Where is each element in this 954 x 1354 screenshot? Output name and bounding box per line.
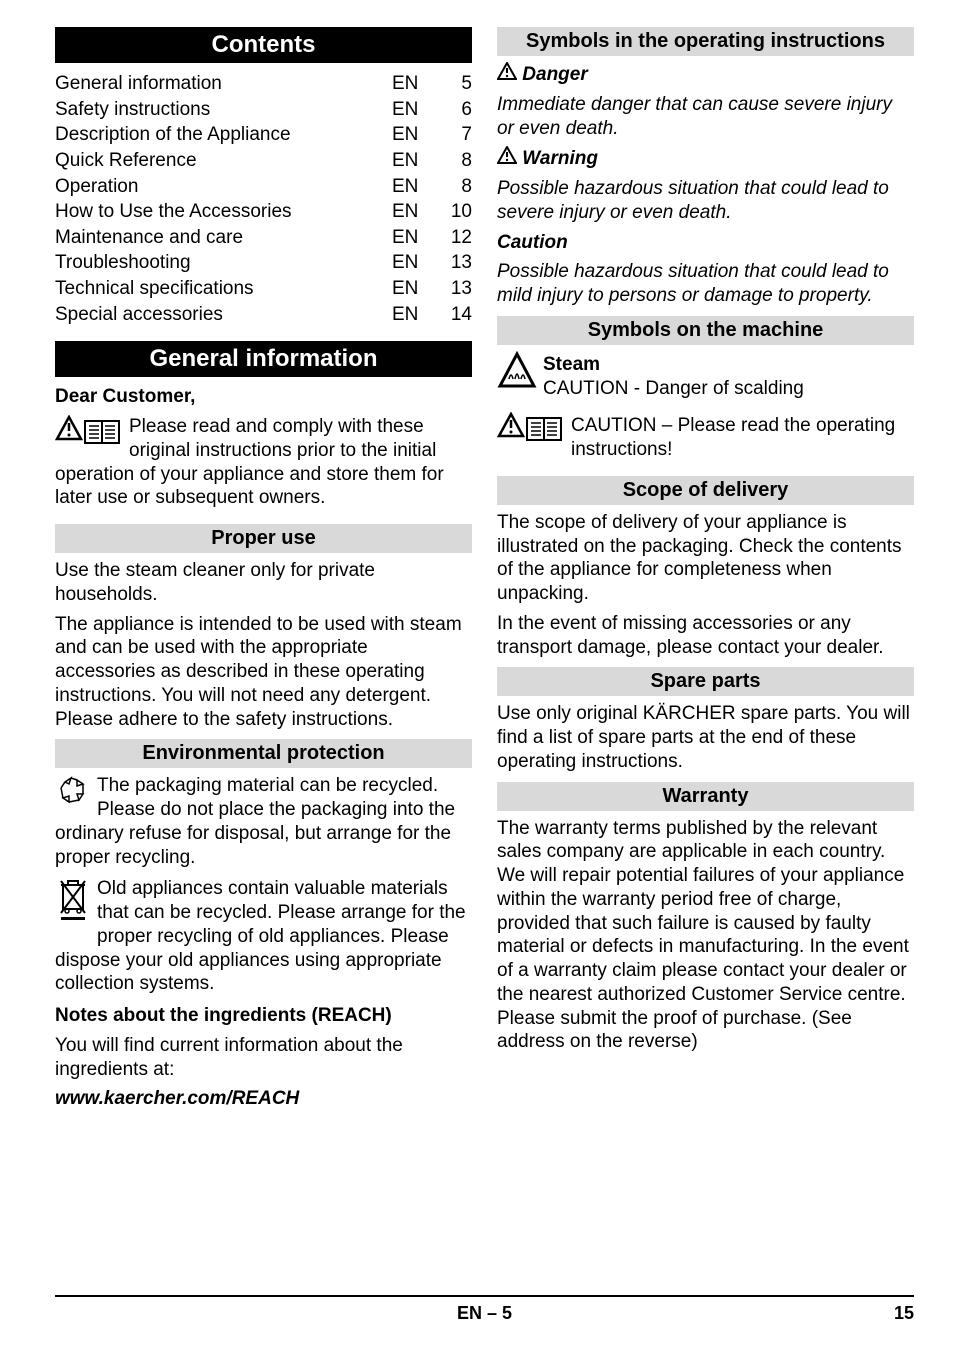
- toc-title: Description of the Appliance: [55, 122, 392, 148]
- warning-label: Warning: [522, 148, 598, 169]
- warning-triangle-icon: [497, 146, 517, 171]
- toc-title: Maintenance and care: [55, 225, 392, 251]
- toc-page: 12: [442, 225, 472, 251]
- toc-page: 13: [442, 276, 472, 302]
- toc-title: Safety instructions: [55, 97, 392, 123]
- danger-p: Immediate danger that can cause severe i…: [497, 93, 914, 141]
- weee-bin-icon: [55, 877, 91, 928]
- env-p1-text: The packaging material can be recycled. …: [55, 775, 455, 867]
- scope-delivery-heading: Scope of delivery: [497, 476, 914, 505]
- reach-url: www.kaercher.com/REACH: [55, 1087, 472, 1111]
- toc-title: How to Use the Accessories: [55, 199, 392, 225]
- contents-banner: Contents: [55, 27, 472, 63]
- warranty-p: The warranty terms published by the rele…: [497, 817, 914, 1055]
- toc-title: Troubleshooting: [55, 250, 392, 276]
- steam-warning-icon: [497, 351, 537, 396]
- toc-lang: EN: [392, 276, 442, 302]
- symbols-operating-heading: Symbols in the operating instructions: [497, 27, 914, 56]
- steam-p: CAUTION - Danger of scalding: [543, 378, 804, 399]
- toc-row: Special accessoriesEN14: [55, 302, 472, 328]
- toc-lang: EN: [392, 122, 442, 148]
- warranty-heading: Warranty: [497, 782, 914, 811]
- toc-row: TroubleshootingEN13: [55, 250, 472, 276]
- steam-block: Steam CAUTION - Danger of scalding: [497, 351, 914, 407]
- general-info-banner: General information: [55, 341, 472, 377]
- proper-use-heading: Proper use: [55, 524, 472, 553]
- toc-title: Quick Reference: [55, 148, 392, 174]
- toc-title: General information: [55, 71, 392, 97]
- toc-page: 10: [442, 199, 472, 225]
- toc-lang: EN: [392, 97, 442, 123]
- toc-page: 14: [442, 302, 472, 328]
- two-column-layout: Contents General informationEN5 Safety i…: [55, 27, 914, 1117]
- spare-p: Use only original KÄRCHER spare parts. Y…: [497, 702, 914, 773]
- table-of-contents: General informationEN5 Safety instructio…: [55, 71, 472, 327]
- toc-lang: EN: [392, 225, 442, 251]
- proper-use-p2: The appliance is intended to be used wit…: [55, 613, 472, 732]
- toc-page: 5: [442, 71, 472, 97]
- spare-parts-heading: Spare parts: [497, 667, 914, 696]
- toc-page: 8: [442, 148, 472, 174]
- toc-page: 8: [442, 174, 472, 200]
- toc-title: Special accessories: [55, 302, 392, 328]
- toc-row: Safety instructionsEN6: [55, 97, 472, 123]
- footer-center: EN – 5: [457, 1303, 512, 1324]
- toc-row: OperationEN8: [55, 174, 472, 200]
- scope-p2: In the event of missing accessories or a…: [497, 612, 914, 660]
- footer-page-number: 15: [894, 1303, 914, 1324]
- steam-label: Steam: [543, 354, 600, 375]
- scope-p1: The scope of delivery of your appliance …: [497, 511, 914, 606]
- page-footer: EN – 5 15: [55, 1295, 914, 1324]
- toc-lang: EN: [392, 302, 442, 328]
- toc-page: 6: [442, 97, 472, 123]
- proper-use-p1: Use the steam cleaner only for private h…: [55, 559, 472, 607]
- toc-page: 13: [442, 250, 472, 276]
- toc-lang: EN: [392, 71, 442, 97]
- caution-label: Caution: [497, 231, 914, 255]
- toc-row: Maintenance and careEN12: [55, 225, 472, 251]
- env-p1: The packaging material can be recycled. …: [55, 774, 472, 869]
- toc-title: Technical specifications: [55, 276, 392, 302]
- toc-title: Operation: [55, 174, 392, 200]
- toc-lang: EN: [392, 148, 442, 174]
- warning-p: Possible hazardous situation that could …: [497, 177, 914, 225]
- toc-row: How to Use the AccessoriesEN10: [55, 199, 472, 225]
- caution-read-text: CAUTION – Please read the operating inst…: [571, 414, 914, 462]
- left-column: Contents General informationEN5 Safety i…: [55, 27, 472, 1117]
- toc-page: 7: [442, 122, 472, 148]
- page: Contents General informationEN5 Safety i…: [0, 0, 954, 1354]
- toc-lang: EN: [392, 174, 442, 200]
- toc-lang: EN: [392, 250, 442, 276]
- warning-book-icon: [55, 415, 123, 458]
- toc-row: Quick ReferenceEN8: [55, 148, 472, 174]
- toc-lang: EN: [392, 199, 442, 225]
- warning-line: Warning: [497, 146, 914, 171]
- reach-p: You will find current information about …: [55, 1034, 472, 1082]
- right-column: Symbols in the operating instructions Da…: [497, 27, 914, 1117]
- caution-p: Possible hazardous situation that could …: [497, 260, 914, 308]
- dear-customer: Dear Customer,: [55, 385, 472, 409]
- intro-paragraph: Please read and comply with these origin…: [55, 415, 472, 510]
- toc-row: General informationEN5: [55, 71, 472, 97]
- steam-text: Steam CAUTION - Danger of scalding: [543, 353, 914, 401]
- reach-title: Notes about the ingredients (REACH): [55, 1004, 472, 1028]
- danger-label: Danger: [522, 64, 587, 85]
- symbols-machine-heading: Symbols on the machine: [497, 316, 914, 345]
- caution-read-block: CAUTION – Please read the operating inst…: [497, 412, 914, 468]
- env-p2-text: Old appliances contain valuable material…: [55, 878, 466, 994]
- toc-row: Description of the ApplianceEN7: [55, 122, 472, 148]
- env-p2: Old appliances contain valuable material…: [55, 877, 472, 996]
- env-protection-heading: Environmental protection: [55, 739, 472, 768]
- toc-row: Technical specificationsEN13: [55, 276, 472, 302]
- danger-line: Danger: [497, 62, 914, 87]
- warning-triangle-icon: [497, 62, 517, 87]
- recycle-icon: [55, 774, 91, 817]
- warning-book-icon: [497, 412, 565, 453]
